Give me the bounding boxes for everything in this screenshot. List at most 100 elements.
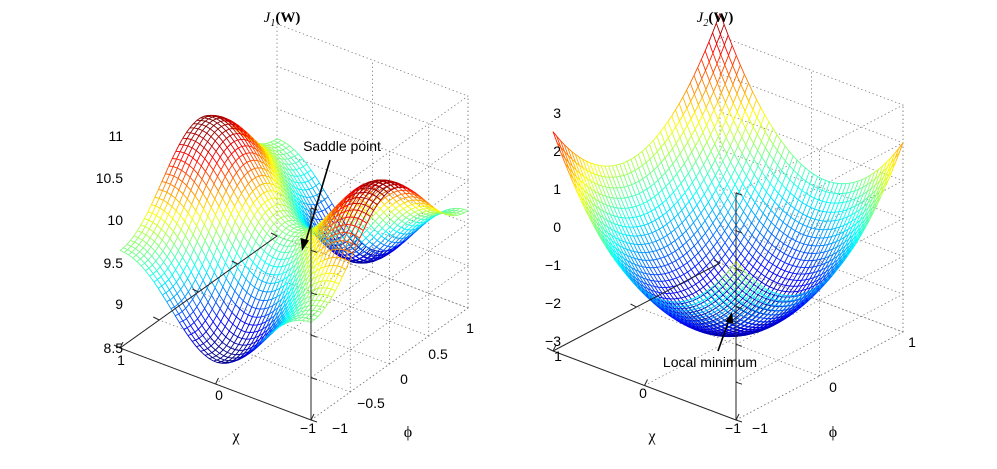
surface-mesh-segment [213, 263, 219, 273]
surface-mesh-segment [278, 273, 283, 276]
surface-mesh-segment [263, 190, 268, 194]
surface-mesh-segment [388, 233, 393, 237]
surface-mesh-segment [126, 240, 131, 245]
surface-mesh-segment [375, 248, 381, 254]
surface-mesh-segment [235, 236, 241, 245]
surface-mesh-segment [186, 257, 191, 265]
plot1-y-tick-label: −1 [332, 420, 348, 436]
surface-mesh-segment [809, 195, 815, 199]
surface-mesh-segment [296, 239, 301, 246]
surface-mesh-segment [273, 266, 279, 276]
surface-mesh-segment [166, 244, 171, 252]
surface-mesh-segment [334, 233, 340, 242]
surface-mesh-segment [156, 218, 162, 226]
surface-mesh-segment [404, 196, 410, 199]
surface-mesh-segment [384, 197, 390, 202]
surface-mesh-segment [208, 352, 213, 355]
surface-mesh-segment [233, 276, 239, 283]
surface-mesh-segment [298, 210, 304, 218]
surface-mesh-segment [278, 146, 284, 151]
surface-mesh-segment [225, 262, 231, 271]
surface-mesh-segment [428, 214, 433, 218]
surface-mesh-segment [336, 213, 341, 217]
surface-mesh-segment [201, 248, 207, 258]
surface-mesh-segment [418, 208, 424, 211]
surface-mesh-segment [185, 242, 191, 251]
surface-mesh-segment [219, 145, 225, 153]
surface-mesh-segment [381, 191, 387, 195]
surface-mesh-segment [203, 147, 209, 153]
surface-mesh-segment [807, 226, 812, 229]
surface-mesh-segment [146, 237, 151, 244]
surface-mesh-segment [263, 250, 269, 256]
surface-mesh-segment [285, 257, 290, 260]
surface-mesh-segment [320, 305, 326, 309]
saddle-point-label: Saddle point [303, 138, 381, 154]
surface-mesh-segment [196, 150, 201, 155]
surface-mesh-segment [215, 230, 221, 240]
surface-mesh-segment [286, 205, 291, 213]
surface-mesh-segment [131, 248, 136, 253]
surface-mesh-segment [284, 251, 290, 260]
surface-mesh-segment [119, 250, 125, 253]
surface-mesh-segment [214, 287, 220, 296]
surface-mesh-segment [211, 295, 217, 303]
surface-mesh-segment [186, 315, 191, 320]
surface-mesh-segment [162, 190, 168, 193]
surface-mesh-segment [224, 319, 229, 327]
surface-mesh-segment [258, 175, 263, 177]
surface-mesh-segment [151, 205, 157, 214]
surface-mesh-segment [196, 154, 201, 162]
surface-mesh-segment [190, 181, 195, 191]
surface-mesh-segment [238, 157, 244, 166]
surface-mesh-segment [187, 335, 193, 342]
surface-mesh-segment [280, 290, 286, 295]
surface-mesh-segment [360, 202, 366, 208]
surface-mesh-segment [279, 238, 284, 245]
surface-mesh-segment [196, 345, 201, 348]
surface-mesh-segment [384, 238, 389, 241]
surface-mesh-segment [364, 251, 369, 255]
surface-mesh-segment [338, 274, 343, 278]
surface-mesh-segment [262, 290, 268, 293]
surface-mesh-segment [290, 232, 295, 237]
surface-mesh-segment [168, 218, 174, 227]
surface-mesh-segment [274, 190, 279, 199]
surface-mesh-segment [299, 200, 305, 209]
surface-mesh-segment [187, 212, 193, 220]
surface-mesh-segment [301, 189, 307, 198]
surface-mesh-segment [327, 196, 333, 204]
surface-mesh-segment [208, 315, 214, 323]
surface-mesh-segment [170, 306, 175, 310]
surface-mesh-segment [345, 216, 350, 218]
surface-mesh-segment [180, 221, 186, 230]
surface-mesh-segment [249, 208, 255, 216]
surface-mesh-segment [203, 287, 208, 296]
surface-mesh-segment [348, 247, 354, 251]
surface-mesh-segment [294, 281, 299, 291]
surface-mesh-segment [385, 231, 390, 235]
surface-mesh-segment [380, 197, 386, 202]
surface-mesh-segment [312, 226, 318, 232]
surface-mesh-segment [208, 163, 214, 171]
surface-mesh-segment [217, 190, 223, 199]
surface-mesh-segment [365, 261, 371, 264]
surface-mesh-segment [248, 179, 253, 184]
surface-mesh-segment [359, 230, 364, 239]
surface-mesh-segment [795, 242, 801, 251]
surface-mesh-segment [310, 236, 316, 242]
surface-mesh-segment [326, 280, 331, 289]
surface-mesh-segment [380, 242, 385, 246]
surface-mesh-segment [190, 271, 196, 280]
surface-mesh-segment [137, 232, 143, 238]
surface-mesh-segment [322, 245, 327, 249]
surface-mesh-segment [246, 162, 252, 171]
surface-mesh-segment [334, 274, 339, 283]
surface-mesh-segment [416, 199, 422, 202]
surface-mesh-segment [281, 199, 286, 202]
surface-mesh-segment [279, 210, 285, 217]
surface-mesh-segment [294, 285, 300, 291]
surface-mesh-segment [229, 334, 234, 341]
surface-mesh-segment [163, 261, 169, 269]
surface-mesh-segment [329, 234, 335, 238]
